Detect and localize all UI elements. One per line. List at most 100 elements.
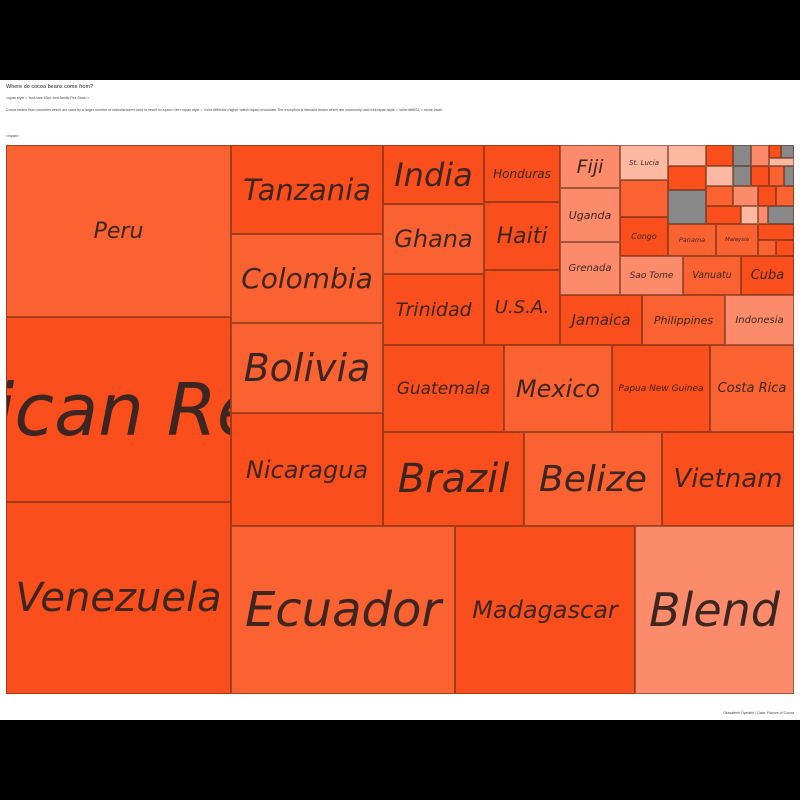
- tile-label: Uganda: [568, 208, 612, 222]
- tile-small-57[interactable]: [758, 206, 768, 224]
- tile-belize[interactable]: Belize: [524, 432, 662, 526]
- tile-small-61[interactable]: [776, 240, 794, 256]
- tile-costa-rica[interactable]: Costa Rica: [710, 345, 794, 432]
- tile-small-50[interactable]: [733, 186, 758, 206]
- tile-label: Panama: [678, 236, 706, 244]
- tile-ecuador[interactable]: Ecuador: [231, 526, 455, 694]
- tile-label: Haiti: [496, 223, 548, 249]
- tile-small-49[interactable]: [733, 166, 751, 186]
- tile-madagascar[interactable]: Madagascar: [455, 526, 635, 694]
- tile-label: Guatemala: [396, 378, 491, 399]
- tile-papua-new-guinea[interactable]: Papua New Guinea: [612, 345, 710, 432]
- tile-mexico[interactable]: Mexico: [504, 345, 612, 432]
- tile-sao-tome[interactable]: Sao Tome: [620, 256, 683, 295]
- tile-haiti[interactable]: Haiti: [484, 202, 560, 270]
- tile-cuba[interactable]: Cuba: [741, 256, 794, 295]
- tile-small-45[interactable]: [668, 190, 706, 224]
- tile-uganda[interactable]: Uganda: [560, 188, 620, 242]
- tile-label: St. Lucia: [628, 158, 660, 167]
- tile-label: Colombia: [241, 262, 373, 295]
- tile-malaysia[interactable]: Malaysia: [716, 224, 758, 256]
- tile-blend[interactable]: Blend: [635, 526, 794, 694]
- tile-fiji[interactable]: Fiji: [560, 145, 620, 188]
- tile-label: Jamaica: [571, 311, 631, 329]
- tile-label: Tanzania: [242, 172, 372, 207]
- tile-bolivia[interactable]: Bolivia: [231, 323, 383, 413]
- tile-small-48[interactable]: [706, 206, 741, 224]
- tile-vanuatu[interactable]: Vanuatu: [683, 256, 741, 295]
- treemap-plot: Peru Venezuela Dominican Republic Ecuador Ma…: [6, 145, 794, 695]
- tile-small-58[interactable]: [768, 206, 794, 224]
- tile-small-40[interactable]: [751, 145, 769, 166]
- tile-label: Blend: [649, 583, 780, 637]
- tile-label: Ecuador: [244, 582, 442, 638]
- chart-subtitle: Cocoa beans from countries which are use…: [6, 108, 444, 112]
- tile-congo[interactable]: Congo: [620, 217, 668, 256]
- tile-small-41[interactable]: [769, 145, 781, 158]
- tile-label: Peru: [93, 218, 144, 244]
- tile-brazil[interactable]: Brazil: [383, 432, 524, 526]
- tile-small-36[interactable]: [620, 180, 668, 217]
- tile-label: Venezuela: [15, 575, 222, 621]
- tile-small-47[interactable]: [706, 186, 733, 206]
- tile-label: Madagascar: [472, 596, 618, 624]
- tile-panama[interactable]: Panama: [668, 224, 716, 256]
- tile-label: Malaysia: [724, 237, 750, 243]
- tile-small-60[interactable]: [758, 240, 776, 256]
- tile-nicaragua[interactable]: Nicaragua: [231, 413, 383, 526]
- tile-small-39[interactable]: [733, 145, 751, 166]
- tile-small-37[interactable]: [668, 145, 706, 166]
- tile-label: Mexico: [515, 374, 601, 403]
- tile-guatemala[interactable]: Guatemala: [383, 345, 504, 432]
- tile-label: Fiji: [576, 155, 604, 178]
- tile-small-59[interactable]: [758, 224, 794, 240]
- tile-small-56[interactable]: [776, 186, 794, 206]
- chart-title: Where do cocoa beans come from?: [6, 84, 94, 90]
- chart-canvas: Where do cocoa beans come from? <span st…: [0, 80, 800, 720]
- tile-st-lucia[interactable]: St. Lucia: [620, 145, 668, 180]
- tile-tanzania[interactable]: Tanzania: [231, 145, 383, 234]
- tile-small-46[interactable]: [706, 166, 733, 186]
- tile-vietnam[interactable]: Vietnam: [662, 432, 794, 526]
- tile-label: Congo: [631, 232, 657, 241]
- tile-grenada[interactable]: Grenada: [560, 242, 620, 295]
- tile-label: Vanuatu: [692, 270, 732, 281]
- tile-jamaica[interactable]: Jamaica: [560, 295, 642, 345]
- tile-small-54[interactable]: [741, 206, 758, 224]
- tile-honduras[interactable]: Honduras: [484, 145, 560, 202]
- tile-indonesia[interactable]: Indonesia: [725, 295, 794, 345]
- tile-small-55[interactable]: [758, 186, 776, 206]
- tile-dominican-republic[interactable]: Dominican Republic: [6, 317, 231, 502]
- tile-philippines[interactable]: Philippines: [642, 295, 725, 345]
- tile-small-53[interactable]: [784, 166, 794, 186]
- tile-label: Honduras: [493, 166, 551, 181]
- tile-trinidad[interactable]: Trinidad: [383, 274, 484, 345]
- chart-credit: Oluwafemi Oyedele | Data: Flavors of Coc…: [722, 711, 794, 715]
- tile-small-44[interactable]: [668, 166, 706, 190]
- tile-label: India: [394, 155, 473, 194]
- tile-label: Belize: [539, 458, 647, 500]
- tile-label: Bolivia: [243, 346, 371, 390]
- tile-colombia[interactable]: Colombia: [231, 234, 383, 323]
- tile-small-43[interactable]: [769, 158, 794, 166]
- tile-label: Vietnam: [673, 464, 783, 494]
- tile-ghana[interactable]: Ghana: [383, 204, 484, 274]
- raw-markup-close: </span>: [6, 134, 19, 138]
- tile-small-42[interactable]: [781, 145, 794, 158]
- tile-label: Costa Rica: [717, 381, 787, 396]
- tile-venezuela[interactable]: Venezuela: [6, 502, 231, 694]
- tile-label: Papua New Guinea: [618, 383, 704, 394]
- tile-label: Ghana: [394, 225, 473, 253]
- tile-label: Brazil: [397, 456, 510, 502]
- raw-markup-open: <span style = 'font-size:43pt; font-fami…: [6, 96, 90, 100]
- tile-small-52[interactable]: [769, 166, 784, 186]
- tile-small-51[interactable]: [751, 166, 769, 186]
- tile-india[interactable]: India: [383, 145, 484, 204]
- tile-label: Cuba: [750, 268, 785, 283]
- tile-label: U.S.A.: [494, 297, 550, 318]
- tile-label: Indonesia: [735, 314, 784, 326]
- tile-u-s-a[interactable]: U.S.A.: [484, 270, 560, 345]
- tile-label: Dominican Republic: [7, 367, 230, 452]
- tile-peru[interactable]: Peru: [6, 145, 231, 317]
- tile-small-38[interactable]: [706, 145, 733, 166]
